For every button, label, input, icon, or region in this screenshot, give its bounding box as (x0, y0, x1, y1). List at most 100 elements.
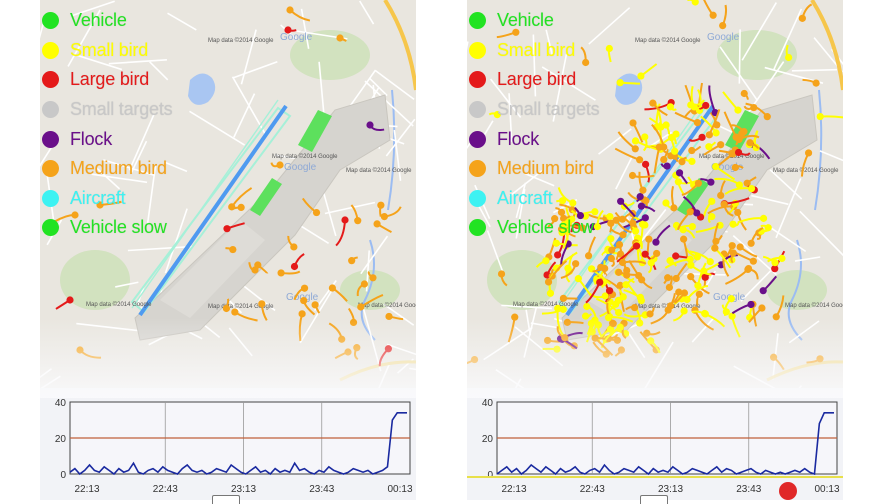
target-dot (719, 22, 726, 29)
legend-dot-icon (469, 71, 486, 88)
google-logo: Google (707, 32, 740, 43)
y-tick-label: 20 (482, 434, 494, 445)
target-dot (708, 198, 715, 205)
target-dot (229, 246, 236, 253)
target-dot (299, 310, 306, 317)
street (739, 29, 740, 83)
target-dot (341, 216, 348, 223)
target-dot (663, 162, 670, 169)
target-dot (560, 295, 567, 302)
target-dot (542, 257, 549, 264)
target-dot (572, 260, 579, 267)
legend-item: Medium bird (469, 154, 599, 184)
target-dot (708, 213, 715, 220)
x-tick-label: 22:13 (501, 484, 526, 495)
legend-dot-icon (42, 42, 59, 59)
target-dot (648, 259, 655, 266)
target-dot (377, 202, 384, 209)
target-dot (649, 100, 656, 107)
legend-dot-icon (42, 71, 59, 88)
target-dot (741, 90, 748, 97)
legend-item: Small targets (469, 95, 599, 125)
legend-item: Medium bird (42, 154, 172, 184)
target-dot (301, 285, 308, 292)
target-dot (680, 307, 687, 314)
target-dot (662, 199, 669, 206)
target-dot (357, 303, 364, 310)
target-dot (664, 274, 671, 281)
target-dot (607, 220, 614, 227)
target-dot (585, 252, 592, 259)
x-tick-label: 22:43 (580, 484, 605, 495)
target-dot (329, 284, 336, 291)
target-dot (606, 213, 613, 220)
legend-dot-icon (42, 12, 59, 29)
target-dot (300, 297, 307, 304)
target-dot (284, 26, 291, 33)
map-watermark: Map data ©2014 Google (773, 167, 839, 174)
target-dot (785, 54, 792, 61)
target-dot (667, 103, 674, 110)
target-dot (712, 163, 719, 170)
map-fade (40, 318, 416, 398)
x-tick-label: 23:13 (658, 484, 683, 495)
vehicle-zone (302, 142, 304, 145)
target-dot (286, 6, 293, 13)
target-dot (735, 149, 742, 156)
legend-label: Aircraft (497, 188, 552, 209)
target-dot (701, 310, 708, 317)
legend-label: Medium bird (497, 158, 594, 179)
map-watermark: Map data ©2014 Google (86, 301, 152, 308)
legend-item: Flock (42, 124, 172, 154)
target-dot (680, 226, 687, 233)
target-dot (707, 179, 714, 186)
record-button[interactable] (779, 482, 797, 500)
target-dot (653, 250, 660, 257)
target-dot (799, 15, 806, 22)
target-dot (381, 213, 388, 220)
target-dot (607, 235, 614, 242)
target-dot (642, 161, 649, 168)
y-tick-label: 40 (55, 398, 67, 409)
target-dot (729, 242, 736, 249)
target-dot (597, 264, 604, 271)
target-dot (734, 107, 741, 114)
target-dot (228, 203, 235, 210)
legend-dot-icon (469, 101, 486, 118)
playback-scrubber[interactable] (467, 476, 843, 478)
target-dot (673, 275, 680, 282)
target-dot (641, 133, 648, 140)
target-dot (276, 161, 283, 168)
legend-label: Small targets (70, 99, 172, 120)
target-dot (554, 251, 561, 258)
target-dot (711, 244, 718, 251)
legend-label: Small bird (497, 40, 575, 61)
target-dot (632, 145, 639, 152)
target-dot (636, 156, 643, 163)
target-dot (617, 79, 624, 86)
target-dot (637, 193, 644, 200)
target-dot (748, 185, 755, 192)
target-dot (608, 246, 615, 253)
x-tick-label: 00:13 (814, 484, 839, 495)
target-dot (732, 164, 739, 171)
target-dot (671, 148, 678, 155)
legend-item: Flock (469, 124, 599, 154)
vehicle-zone (729, 142, 731, 145)
target-dot (728, 150, 735, 157)
target-dot (813, 79, 820, 86)
target-dot (642, 251, 649, 258)
target-dot (689, 223, 696, 230)
target-dot (373, 220, 380, 227)
target-dot (641, 221, 648, 228)
target-dot (631, 304, 638, 311)
target-dot (639, 187, 646, 194)
y-tick-label: 20 (55, 434, 67, 445)
target-dot (348, 257, 355, 264)
legend-dot-icon (469, 190, 486, 207)
target-dot (251, 266, 258, 273)
x-tick-label: 23:43 (736, 484, 761, 495)
target-dot (778, 255, 785, 262)
